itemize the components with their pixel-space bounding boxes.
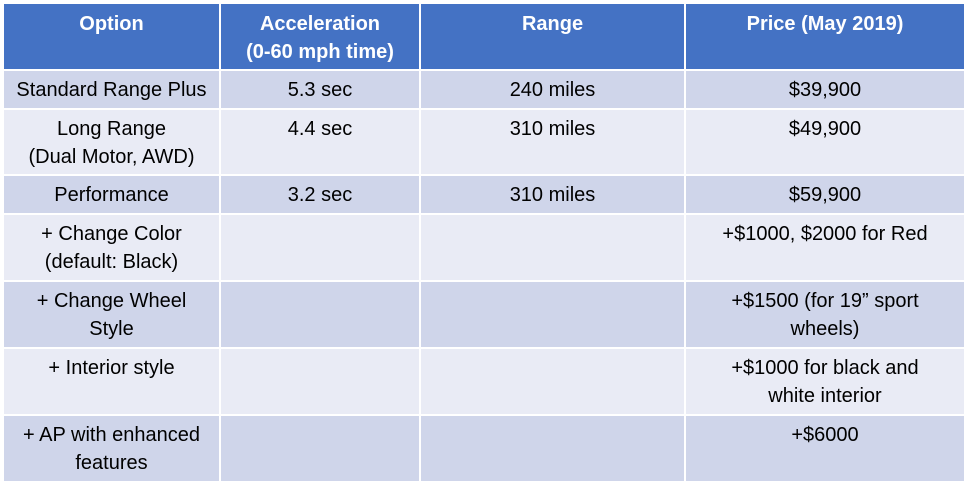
- cell-option: Performance: [2, 174, 221, 215]
- cell-acceleration: [219, 347, 421, 416]
- cell-price: +$6000: [684, 414, 966, 483]
- table-row: Performance 3.2 sec 310 miles $59,900: [2, 174, 966, 215]
- cell-price: $49,900: [684, 108, 966, 176]
- cell-option: + Interior style: [2, 347, 221, 416]
- cell-price: $59,900: [684, 174, 966, 215]
- cell-price: $39,900: [684, 69, 966, 110]
- header-price: Price (May 2019): [684, 2, 966, 71]
- table-row: Long Range (Dual Motor, AWD) 4.4 sec 310…: [2, 108, 966, 176]
- table-row: + Change Color (default: Black) +$1000, …: [2, 213, 966, 282]
- table-row: Standard Range Plus 5.3 sec 240 miles $3…: [2, 69, 966, 110]
- cell-price: +$1000, $2000 for Red: [684, 213, 966, 282]
- table-row: + AP with enhanced features +$6000: [2, 414, 966, 483]
- cell-range: 310 miles: [419, 174, 686, 215]
- cell-option: Standard Range Plus: [2, 69, 221, 110]
- cell-option: + Change Wheel Style: [2, 280, 221, 349]
- table-row: + Change Wheel Style +$1500 (for 19” spo…: [2, 280, 966, 349]
- cell-acceleration: 3.2 sec: [219, 174, 421, 215]
- cell-price: +$1500 (for 19” sport wheels): [684, 280, 966, 349]
- table-row: + Interior style +$1000 for black and wh…: [2, 347, 966, 416]
- cell-acceleration: 5.3 sec: [219, 69, 421, 110]
- cell-range: 310 miles: [419, 108, 686, 176]
- cell-acceleration: 4.4 sec: [219, 108, 421, 176]
- pricing-table-container: Option Acceleration (0-60 mph time) Rang…: [2, 2, 966, 483]
- cell-acceleration: [219, 414, 421, 483]
- header-acceleration: Acceleration (0-60 mph time): [219, 2, 421, 71]
- cell-option: + AP with enhanced features: [2, 414, 221, 483]
- header-option: Option: [2, 2, 221, 71]
- cell-range: 240 miles: [419, 69, 686, 110]
- header-row: Option Acceleration (0-60 mph time) Rang…: [2, 2, 966, 71]
- pricing-table: Option Acceleration (0-60 mph time) Rang…: [2, 2, 966, 483]
- cell-acceleration: [219, 213, 421, 282]
- cell-range: [419, 414, 686, 483]
- cell-range: [419, 280, 686, 349]
- cell-option: Long Range (Dual Motor, AWD): [2, 108, 221, 176]
- cell-range: [419, 213, 686, 282]
- cell-acceleration: [219, 280, 421, 349]
- cell-range: [419, 347, 686, 416]
- cell-option: + Change Color (default: Black): [2, 213, 221, 282]
- cell-price: +$1000 for black and white interior: [684, 347, 966, 416]
- header-range: Range: [419, 2, 686, 71]
